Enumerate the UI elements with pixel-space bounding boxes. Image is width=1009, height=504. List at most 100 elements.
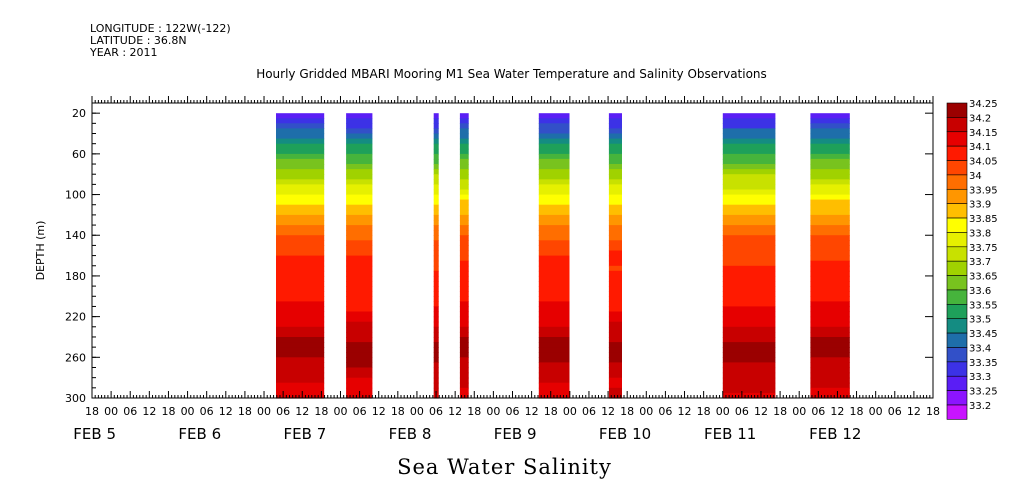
salinity-cell xyxy=(538,291,570,297)
salinity-cell xyxy=(722,382,776,389)
salinity-cell xyxy=(459,265,469,272)
salinity-cell xyxy=(722,337,776,343)
salinity-cell xyxy=(810,199,850,206)
salinity-cell xyxy=(433,204,439,211)
salinity-cell xyxy=(346,113,373,119)
salinity-cell xyxy=(722,321,776,328)
y-tick-label: 300 xyxy=(65,392,86,405)
salinity-cell xyxy=(608,138,622,145)
salinity-cell xyxy=(346,153,373,160)
salinity-cell xyxy=(433,382,439,389)
colorbar-swatch xyxy=(946,404,968,420)
salinity-cell xyxy=(538,372,570,379)
salinity-cell xyxy=(608,275,622,282)
colorbar-swatch xyxy=(946,332,968,348)
salinity-cell xyxy=(346,123,373,129)
salinity-cell xyxy=(722,220,776,226)
salinity-cell xyxy=(276,392,325,399)
salinity-cell xyxy=(346,158,373,165)
salinity-cell xyxy=(433,235,439,241)
x-tick-label: 00 xyxy=(792,405,806,418)
salinity-cell xyxy=(608,240,622,246)
salinity-cell xyxy=(810,260,850,267)
salinity-cell xyxy=(433,306,439,313)
x-day-label: FEB 10 xyxy=(599,425,651,443)
salinity-cell xyxy=(433,240,439,246)
salinity-cell xyxy=(276,184,325,191)
salinity-cell xyxy=(433,286,439,292)
colorbar-swatch xyxy=(946,145,968,161)
salinity-cell xyxy=(608,392,622,399)
salinity-cell xyxy=(459,209,469,216)
salinity-cell xyxy=(608,387,622,394)
y-tick-label: 220 xyxy=(65,311,86,324)
salinity-cell xyxy=(810,281,850,287)
salinity-cell xyxy=(346,347,373,353)
salinity-cell xyxy=(538,240,570,246)
salinity-cell xyxy=(810,245,850,252)
y-tick-label: 20 xyxy=(72,107,86,120)
salinity-cell xyxy=(608,372,622,379)
salinity-cell xyxy=(810,316,850,323)
salinity-cell xyxy=(276,342,325,348)
salinity-cell xyxy=(608,270,622,277)
salinity-cell xyxy=(810,286,850,292)
salinity-cell xyxy=(608,316,622,323)
salinity-cell xyxy=(810,250,850,257)
x-day-label: FEB 7 xyxy=(284,425,327,443)
salinity-cell xyxy=(538,153,570,160)
data-segment xyxy=(722,113,776,399)
salinity-cell xyxy=(722,367,776,374)
colorbar-label: 33.9 xyxy=(969,200,991,211)
salinity-cell xyxy=(459,225,469,231)
salinity-cell xyxy=(459,296,469,302)
colorbar-label: 33.6 xyxy=(969,286,991,297)
salinity-cell xyxy=(810,265,850,272)
salinity-cell xyxy=(538,245,570,252)
salinity-cell xyxy=(459,118,469,124)
x-tick-label: 12 xyxy=(601,405,615,418)
colorbar-label: 33.7 xyxy=(969,257,991,268)
salinity-cell xyxy=(276,316,325,323)
salinity-cell xyxy=(346,230,373,236)
salinity-cell xyxy=(276,204,325,211)
salinity-cell xyxy=(538,230,570,236)
salinity-cell xyxy=(276,362,325,369)
salinity-cell xyxy=(722,245,776,252)
salinity-cell xyxy=(608,321,622,328)
colorbar-swatch xyxy=(946,217,968,233)
salinity-cell xyxy=(722,230,776,236)
salinity-cell xyxy=(276,138,325,145)
x-tick-label: 00 xyxy=(716,405,730,418)
salinity-cell xyxy=(459,306,469,313)
salinity-cell xyxy=(346,118,373,124)
salinity-cell xyxy=(433,250,439,257)
salinity-cell xyxy=(276,164,325,170)
salinity-cell xyxy=(608,357,622,363)
salinity-cell xyxy=(433,199,439,206)
salinity-cell xyxy=(538,189,570,196)
salinity-cell xyxy=(346,301,373,308)
salinity-cell xyxy=(722,377,776,384)
colorbar-swatch xyxy=(946,347,968,363)
salinity-cell xyxy=(459,184,469,191)
salinity-cell xyxy=(433,214,439,221)
salinity-cell xyxy=(810,225,850,231)
colorbar-label: 33.65 xyxy=(969,272,998,283)
salinity-cell xyxy=(810,352,850,358)
x-tick-label: 06 xyxy=(200,405,214,418)
salinity-cell xyxy=(608,281,622,287)
y-tick-label: 180 xyxy=(65,270,86,283)
salinity-cell xyxy=(433,342,439,348)
x-tick-label: 18 xyxy=(467,405,481,418)
salinity-cell xyxy=(433,174,439,180)
x-tick-label: 18 xyxy=(773,405,787,418)
salinity-cell xyxy=(459,133,469,140)
salinity-cell xyxy=(538,174,570,180)
salinity-cell xyxy=(722,169,776,175)
salinity-cell xyxy=(459,158,469,165)
salinity-cell xyxy=(346,204,373,211)
salinity-cell xyxy=(276,326,325,333)
salinity-cell xyxy=(810,357,850,363)
salinity-cell xyxy=(538,235,570,241)
